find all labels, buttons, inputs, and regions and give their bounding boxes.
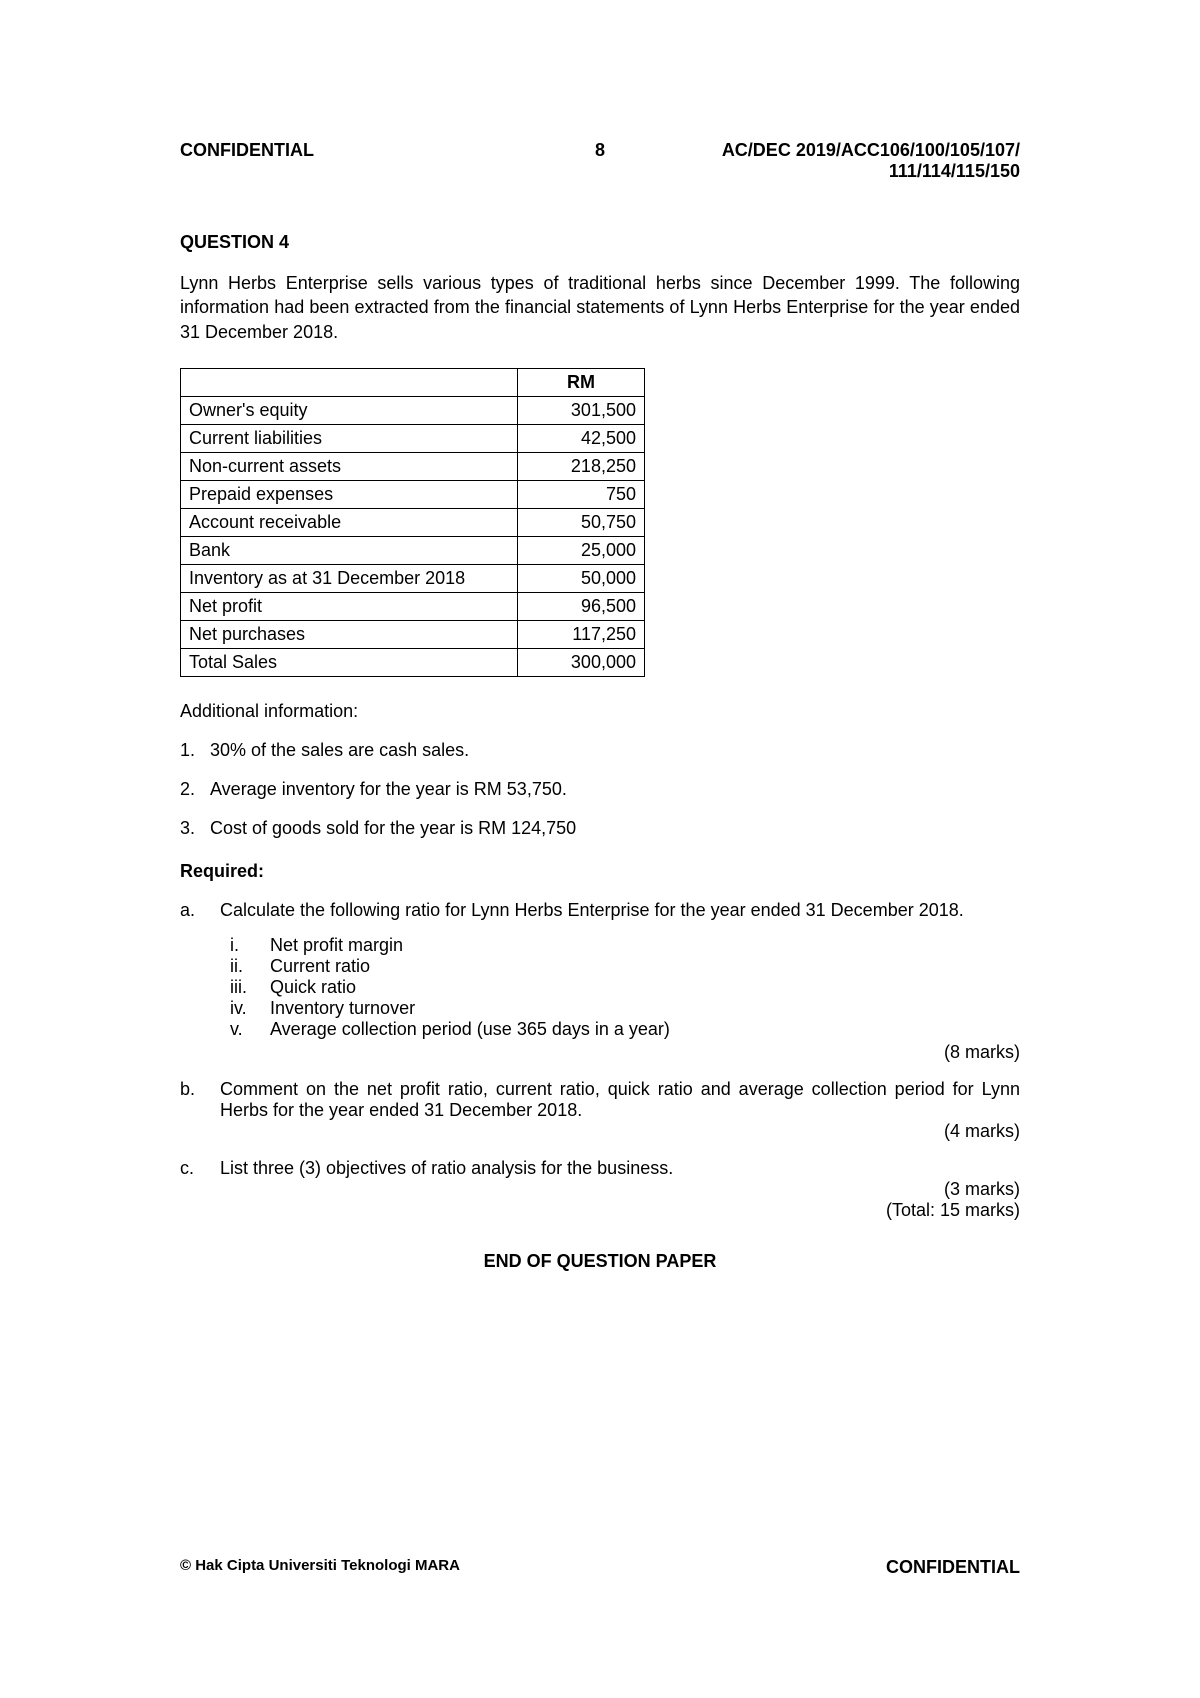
- roman-numeral: ii.: [220, 956, 270, 977]
- roman-numeral: iv.: [220, 998, 270, 1019]
- table-row: Account receivable50,750: [181, 508, 645, 536]
- table-cell-value: 750: [518, 480, 645, 508]
- table-cell-value: 117,250: [518, 620, 645, 648]
- marks-a: (8 marks): [220, 1042, 1020, 1063]
- intro-paragraph: Lynn Herbs Enterprise sells various type…: [180, 271, 1020, 344]
- table-cell-value: 96,500: [518, 592, 645, 620]
- item-letter: a.: [180, 900, 220, 1063]
- financial-table: RM Owner's equity301,500 Current liabili…: [180, 368, 645, 677]
- roman-text: Average collection period (use 365 days …: [270, 1019, 670, 1040]
- roman-text: Net profit margin: [270, 935, 403, 956]
- table-row: Non-current assets218,250: [181, 452, 645, 480]
- list-text: Cost of goods sold for the year is RM 12…: [210, 818, 576, 839]
- question-title: QUESTION 4: [180, 232, 1020, 253]
- item-letter: b.: [180, 1079, 220, 1142]
- total-marks: (Total: 15 marks): [220, 1200, 1020, 1221]
- item-text: List three (3) objectives of ratio analy…: [220, 1158, 1020, 1179]
- header-left: CONFIDENTIAL: [180, 140, 314, 161]
- table-cell-value: 25,000: [518, 536, 645, 564]
- marks-b: (4 marks): [220, 1121, 1020, 1142]
- page: CONFIDENTIAL 8 AC/DEC 2019/ACC106/100/10…: [0, 0, 1200, 1698]
- table-cell-value: 218,250: [518, 452, 645, 480]
- item-body: Comment on the net profit ratio, current…: [220, 1079, 1020, 1142]
- table-cell-value: 301,500: [518, 396, 645, 424]
- table-cell-label: Bank: [181, 536, 518, 564]
- list-number: 3.: [180, 818, 210, 839]
- list-text: 30% of the sales are cash sales.: [210, 740, 469, 761]
- table-cell-label: Net purchases: [181, 620, 518, 648]
- roman-text: Current ratio: [270, 956, 370, 977]
- roman-text: Quick ratio: [270, 977, 356, 998]
- header-right: AC/DEC 2019/ACC106/100/105/107/ 111/114/…: [722, 140, 1020, 182]
- roman-numeral: iii.: [220, 977, 270, 998]
- table-cell-label: Non-current assets: [181, 452, 518, 480]
- required-list: a. Calculate the following ratio for Lyn…: [180, 900, 1020, 1221]
- table-row: Current liabilities42,500: [181, 424, 645, 452]
- list-text: Average inventory for the year is RM 53,…: [210, 779, 567, 800]
- footer-copyright: © Hak Cipta Universiti Teknologi MARA: [180, 1557, 460, 1578]
- table-cell-label: Current liabilities: [181, 424, 518, 452]
- table-cell-label: Total Sales: [181, 648, 518, 676]
- required-item-a: a. Calculate the following ratio for Lyn…: [180, 900, 1020, 1063]
- list-item: 2.Average inventory for the year is RM 5…: [180, 779, 1020, 800]
- required-label: Required:: [180, 861, 1020, 882]
- list-item: 3.Cost of goods sold for the year is RM …: [180, 818, 1020, 839]
- item-body: Calculate the following ratio for Lynn H…: [220, 900, 1020, 1063]
- table-cell-value: 300,000: [518, 648, 645, 676]
- end-of-paper: END OF QUESTION PAPER: [180, 1251, 1020, 1272]
- roman-text: Inventory turnover: [270, 998, 415, 1019]
- roman-item: ii.Current ratio: [220, 956, 1020, 977]
- roman-numeral: v.: [220, 1019, 270, 1040]
- required-item-c: c. List three (3) objectives of ratio an…: [180, 1158, 1020, 1221]
- roman-item: v.Average collection period (use 365 day…: [220, 1019, 1020, 1040]
- roman-list: i.Net profit margin ii.Current ratio iii…: [220, 935, 1020, 1040]
- table-cell-value: 50,750: [518, 508, 645, 536]
- table-row: Bank25,000: [181, 536, 645, 564]
- table-row: Inventory as at 31 December 201850,000: [181, 564, 645, 592]
- table-cell-label: Owner's equity: [181, 396, 518, 424]
- roman-item: i.Net profit margin: [220, 935, 1020, 956]
- item-letter: c.: [180, 1158, 220, 1221]
- item-body: List three (3) objectives of ratio analy…: [220, 1158, 1020, 1221]
- required-item-b: b. Comment on the net profit ratio, curr…: [180, 1079, 1020, 1142]
- table-row: Net profit96,500: [181, 592, 645, 620]
- header-page-number: 8: [595, 140, 605, 161]
- table-row: Owner's equity301,500: [181, 396, 645, 424]
- table-cell-label: Net profit: [181, 592, 518, 620]
- roman-item: iii.Quick ratio: [220, 977, 1020, 998]
- table-row: Net purchases117,250: [181, 620, 645, 648]
- table-header-blank: [181, 368, 518, 396]
- table-cell-label: Inventory as at 31 December 2018: [181, 564, 518, 592]
- table-header-row: RM: [181, 368, 645, 396]
- page-header: CONFIDENTIAL 8 AC/DEC 2019/ACC106/100/10…: [180, 140, 1020, 182]
- roman-numeral: i.: [220, 935, 270, 956]
- table-cell-value: 42,500: [518, 424, 645, 452]
- item-text: Comment on the net profit ratio, current…: [220, 1079, 1020, 1121]
- table-header-rm: RM: [518, 368, 645, 396]
- roman-item: iv.Inventory turnover: [220, 998, 1020, 1019]
- marks-c: (3 marks): [220, 1179, 1020, 1200]
- table-cell-label: Account receivable: [181, 508, 518, 536]
- header-course-code-1: AC/DEC 2019/ACC106/100/105/107/: [722, 140, 1020, 161]
- list-number: 2.: [180, 779, 210, 800]
- additional-info-label: Additional information:: [180, 701, 1020, 722]
- footer-confidential: CONFIDENTIAL: [886, 1557, 1020, 1578]
- table-cell-label: Prepaid expenses: [181, 480, 518, 508]
- list-number: 1.: [180, 740, 210, 761]
- list-item: 1.30% of the sales are cash sales.: [180, 740, 1020, 761]
- additional-info-list: 1.30% of the sales are cash sales. 2.Ave…: [180, 740, 1020, 839]
- page-footer: © Hak Cipta Universiti Teknologi MARA CO…: [180, 1557, 1020, 1578]
- table-row: Prepaid expenses750: [181, 480, 645, 508]
- table-row: Total Sales300,000: [181, 648, 645, 676]
- table-cell-value: 50,000: [518, 564, 645, 592]
- item-text: Calculate the following ratio for Lynn H…: [220, 900, 1020, 921]
- header-course-code-2: 111/114/115/150: [722, 161, 1020, 182]
